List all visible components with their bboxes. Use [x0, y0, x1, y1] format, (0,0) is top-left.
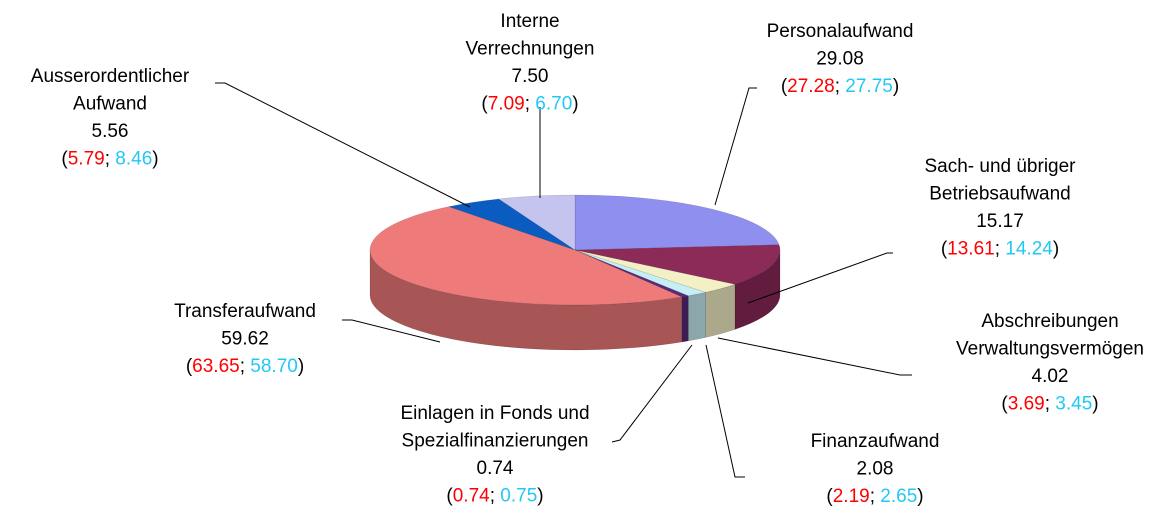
- slice-label: Betriebsaufwand: [929, 184, 1071, 205]
- compare-value: 2.19: [833, 486, 870, 507]
- punctuation: (: [941, 239, 948, 260]
- punctuation: ;: [835, 76, 846, 97]
- compare-label: (3.69; 3.45): [1001, 394, 1098, 415]
- compare-label: (63.65; 58.70): [186, 356, 304, 377]
- compare-value: 14.24: [1005, 239, 1053, 260]
- compare-label: (5.79; 8.46): [61, 149, 158, 170]
- labels: Personalaufwand 29.08 (27.28; 27.75) Sach- …: [31, 11, 1144, 507]
- leader-line: [705, 344, 745, 478]
- compare-value: 27.75: [845, 76, 893, 97]
- punctuation: ): [537, 486, 543, 507]
- slice: [574, 244, 781, 285]
- punctuation: (: [186, 356, 193, 377]
- compare-value: 8.46: [115, 149, 152, 170]
- punctuation: ;: [105, 149, 116, 170]
- punctuation: ;: [525, 94, 536, 115]
- value-label: 0.74: [477, 458, 514, 479]
- slice-label: Sach- und übriger: [924, 156, 1076, 177]
- slice-label: Transferaufwand: [174, 301, 316, 322]
- compare-value: 58.70: [250, 356, 298, 377]
- leader-line: [714, 87, 757, 206]
- punctuation: (: [781, 76, 788, 97]
- punctuation: ;: [870, 486, 881, 507]
- punctuation: (: [481, 94, 488, 115]
- value-label: 59.62: [221, 329, 269, 350]
- compare-value: 5.79: [68, 149, 105, 170]
- slice: [574, 194, 780, 251]
- compare-value: 7.09: [488, 94, 525, 115]
- punctuation: ): [1053, 239, 1059, 260]
- slice: [574, 249, 690, 298]
- compare-label: (0.74; 0.75): [446, 486, 543, 507]
- punctuation: ): [1092, 394, 1098, 415]
- punctuation: (: [61, 149, 68, 170]
- slice-label: Ausserordentlicher: [31, 66, 190, 87]
- punctuation: (: [826, 486, 833, 507]
- leader-line: [215, 82, 471, 208]
- slice-label: Finanzaufwand: [811, 431, 940, 452]
- slice: [574, 249, 707, 297]
- leader-line: [717, 337, 912, 376]
- punctuation: ;: [240, 356, 251, 377]
- compare-label: (2.19; 2.65): [826, 486, 923, 507]
- leader-lines: [215, 82, 912, 478]
- leader-line: [747, 252, 893, 304]
- punctuation: (: [1001, 394, 1008, 415]
- compare-value: 63.65: [192, 356, 240, 377]
- slice-side: [705, 284, 736, 338]
- compare-label: (13.61; 14.24): [941, 239, 1059, 260]
- value-label: 5.56: [92, 121, 129, 142]
- punctuation: ): [298, 356, 304, 377]
- slice-label: Aufwand: [73, 94, 147, 115]
- slice-label: Abschreibungen: [981, 311, 1118, 332]
- slice-label: Einlagen in Fonds und: [400, 403, 589, 424]
- compare-value: 3.45: [1055, 394, 1092, 415]
- slice: [498, 194, 576, 251]
- compare-value: 2.65: [880, 486, 917, 507]
- leader-line: [342, 319, 441, 343]
- slice-side: [681, 295, 689, 343]
- slice-side: [688, 292, 706, 342]
- compare-value: 0.74: [453, 486, 490, 507]
- punctuation: ): [152, 149, 158, 170]
- slice-label: Verrechnungen: [466, 39, 595, 60]
- punctuation: ;: [995, 239, 1006, 260]
- value-label: 7.50: [512, 66, 549, 87]
- punctuation: ): [917, 486, 923, 507]
- slice: [574, 249, 736, 293]
- value-label: 4.02: [1032, 366, 1069, 387]
- slice: [369, 206, 683, 306]
- compare-value: 27.28: [787, 76, 835, 97]
- value-label: 29.08: [816, 49, 864, 70]
- compare-value: 0.75: [500, 486, 537, 507]
- punctuation: ;: [490, 486, 501, 507]
- punctuation: ): [572, 94, 578, 115]
- compare-value: 13.61: [947, 239, 995, 260]
- value-label: 15.17: [976, 211, 1024, 232]
- punctuation: ): [893, 76, 899, 97]
- punctuation: ;: [1045, 394, 1056, 415]
- slice-label: Verwaltungsvermögen: [956, 339, 1144, 360]
- punctuation: (: [446, 486, 453, 507]
- slice-label: Spezialfinanzierungen: [402, 431, 589, 452]
- compare-label: (27.28; 27.75): [781, 76, 899, 97]
- slice-label: Interne: [500, 11, 559, 32]
- value-label: 2.08: [857, 459, 894, 480]
- compare-label: (7.09; 6.70): [481, 94, 578, 115]
- leader-line: [611, 344, 693, 443]
- slice: [447, 198, 576, 251]
- compare-value: 3.69: [1008, 394, 1045, 415]
- compare-value: 6.70: [535, 94, 572, 115]
- pie: [369, 194, 781, 351]
- slice-label: Personalaufwand: [767, 21, 914, 42]
